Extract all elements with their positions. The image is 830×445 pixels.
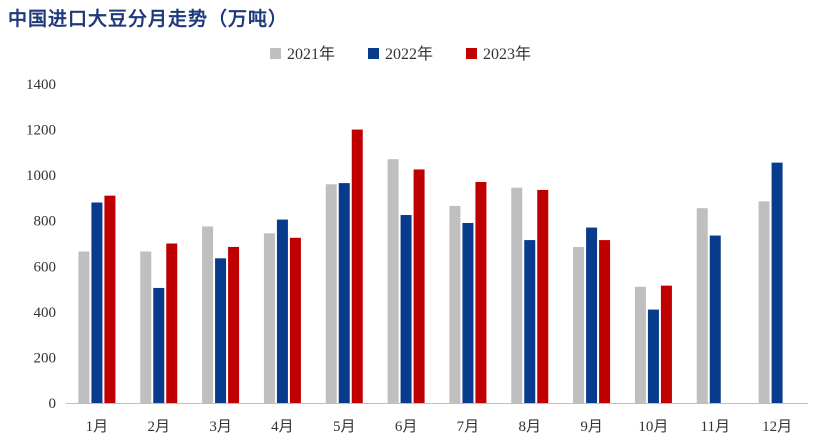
bar-2022年-9月: [586, 227, 598, 403]
legend-label: 2023年: [483, 45, 531, 63]
x-tick-label: 3月: [209, 419, 232, 435]
bar-2023年-5月: [351, 129, 363, 403]
bars: [78, 129, 783, 403]
bar-2021年-1月: [78, 251, 90, 403]
x-axis: 1月 2月 3月 4月 5月 6月 7月 8月 9月 10月 11月 12月: [66, 403, 808, 435]
x-tick-label: 10月: [638, 419, 668, 435]
bar-2023年-10月: [660, 285, 672, 403]
bar-2022年-2月: [153, 287, 165, 403]
x-tick-label: 1月: [86, 419, 109, 435]
y-tick-label: 800: [34, 214, 57, 230]
y-tick-label: 400: [34, 305, 57, 321]
bar-2021年-8月: [511, 187, 523, 403]
y-tick-label: 1200: [26, 123, 56, 139]
x-tick-label: 8月: [518, 419, 541, 435]
bar-2022年-8月: [524, 240, 536, 403]
x-tick-label: 7月: [457, 419, 480, 435]
bar-2022年-10月: [647, 309, 659, 403]
legend: 2021年 2022年 2023年: [270, 45, 531, 63]
bar-2022年-12月: [771, 162, 783, 403]
y-tick-label: 200: [34, 350, 57, 366]
bar-2022年-1月: [91, 202, 103, 403]
y-axis: 0 200 400 600 800 1000 1200 1400: [26, 77, 56, 412]
legend-swatch: [270, 48, 281, 59]
x-tick-label: 6月: [395, 419, 418, 435]
y-tick-label: 1400: [26, 77, 56, 93]
x-tick-label: 5月: [333, 419, 356, 435]
x-tick-label: 11月: [701, 419, 730, 435]
y-tick-label: 0: [49, 396, 57, 412]
y-tick-label: 600: [34, 259, 57, 275]
bar-2023年-6月: [413, 169, 425, 403]
bar-2023年-9月: [599, 240, 611, 403]
bar-2022年-5月: [338, 183, 350, 403]
y-tick-label: 1000: [26, 168, 56, 184]
bar-2021年-5月: [325, 184, 337, 403]
bar-2021年-12月: [758, 201, 770, 403]
bar-2023年-1月: [104, 195, 116, 403]
bar-2022年-4月: [276, 219, 288, 403]
bar-2023年-8月: [537, 189, 549, 403]
bar-2021年-11月: [696, 208, 708, 403]
legend-label: 2021年: [287, 45, 335, 63]
x-tick-label: 9月: [580, 419, 603, 435]
bar-2022年-7月: [462, 222, 474, 403]
bar-2021年-9月: [573, 246, 585, 403]
x-tick-label: 12月: [762, 419, 792, 435]
bar-2022年-3月: [215, 258, 227, 403]
x-tick-label: 2月: [147, 419, 170, 435]
legend-swatch: [368, 48, 379, 59]
bar-2023年-4月: [289, 237, 301, 403]
bar-2021年-4月: [263, 233, 275, 403]
bar-2023年-3月: [228, 246, 240, 403]
bar-2022年-6月: [400, 215, 412, 403]
bar-2021年-3月: [202, 226, 214, 403]
legend-swatch: [466, 48, 477, 59]
bar-2023年-2月: [166, 243, 178, 403]
legend-label: 2022年: [385, 45, 433, 63]
bar-2022年-11月: [709, 235, 721, 403]
bar-2021年-6月: [387, 159, 399, 403]
chart-title: 中国进口大豆分月走势（万吨）: [8, 8, 289, 30]
bar-2021年-2月: [140, 251, 152, 403]
bar-2023年-7月: [475, 181, 487, 403]
bar-2021年-7月: [449, 205, 461, 403]
x-tick-label: 4月: [271, 419, 294, 435]
bar-2021年-10月: [634, 286, 646, 403]
